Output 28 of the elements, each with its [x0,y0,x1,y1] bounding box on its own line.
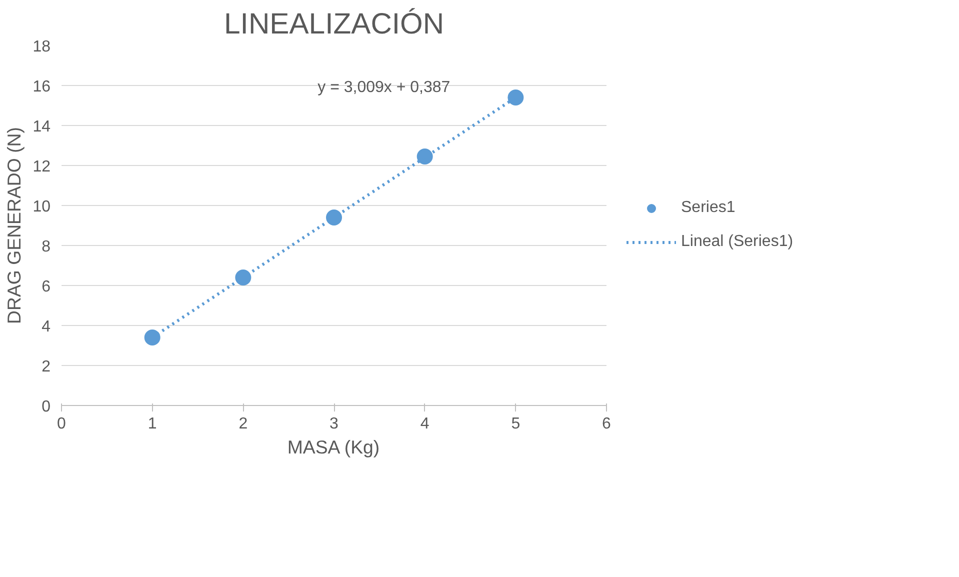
x-tick-label: 1 [148,416,157,432]
y-tick-label: 10 [32,198,51,216]
legend-label: Series1 [681,199,736,217]
x-axis-title: MASA (Kg) [287,436,380,458]
legend-label: Lineal (Series1) [681,233,794,251]
y-tick-label: 12 [32,158,51,176]
chart-title: LINEALIZACIÓN [224,8,444,40]
y-tick-label: 0 [42,398,51,416]
y-tick-label: 14 [32,118,51,136]
x-tick-label: 2 [238,416,248,432]
x-tick-label: 5 [511,416,520,432]
y-tick-label: 18 [32,38,51,56]
x-tick-label: 4 [420,416,430,432]
point [235,270,252,286]
y-tick-label: 6 [42,278,51,296]
y-axis-title: DRAG GENERADO (N) [4,127,25,324]
point [416,148,433,164]
x-tick-label: 3 [330,416,339,432]
x-tick-label: 6 [602,416,612,432]
y-tick-label: 4 [42,318,51,336]
point [508,90,524,106]
x-tick-label: 0 [57,416,66,432]
point [144,330,160,346]
y-tick-label: 16 [32,78,51,96]
annotation: y = 3,009x + 0,387 [318,78,450,96]
y-tick-label: 2 [42,358,51,376]
point [326,210,342,226]
y-tick-label: 8 [42,238,51,256]
